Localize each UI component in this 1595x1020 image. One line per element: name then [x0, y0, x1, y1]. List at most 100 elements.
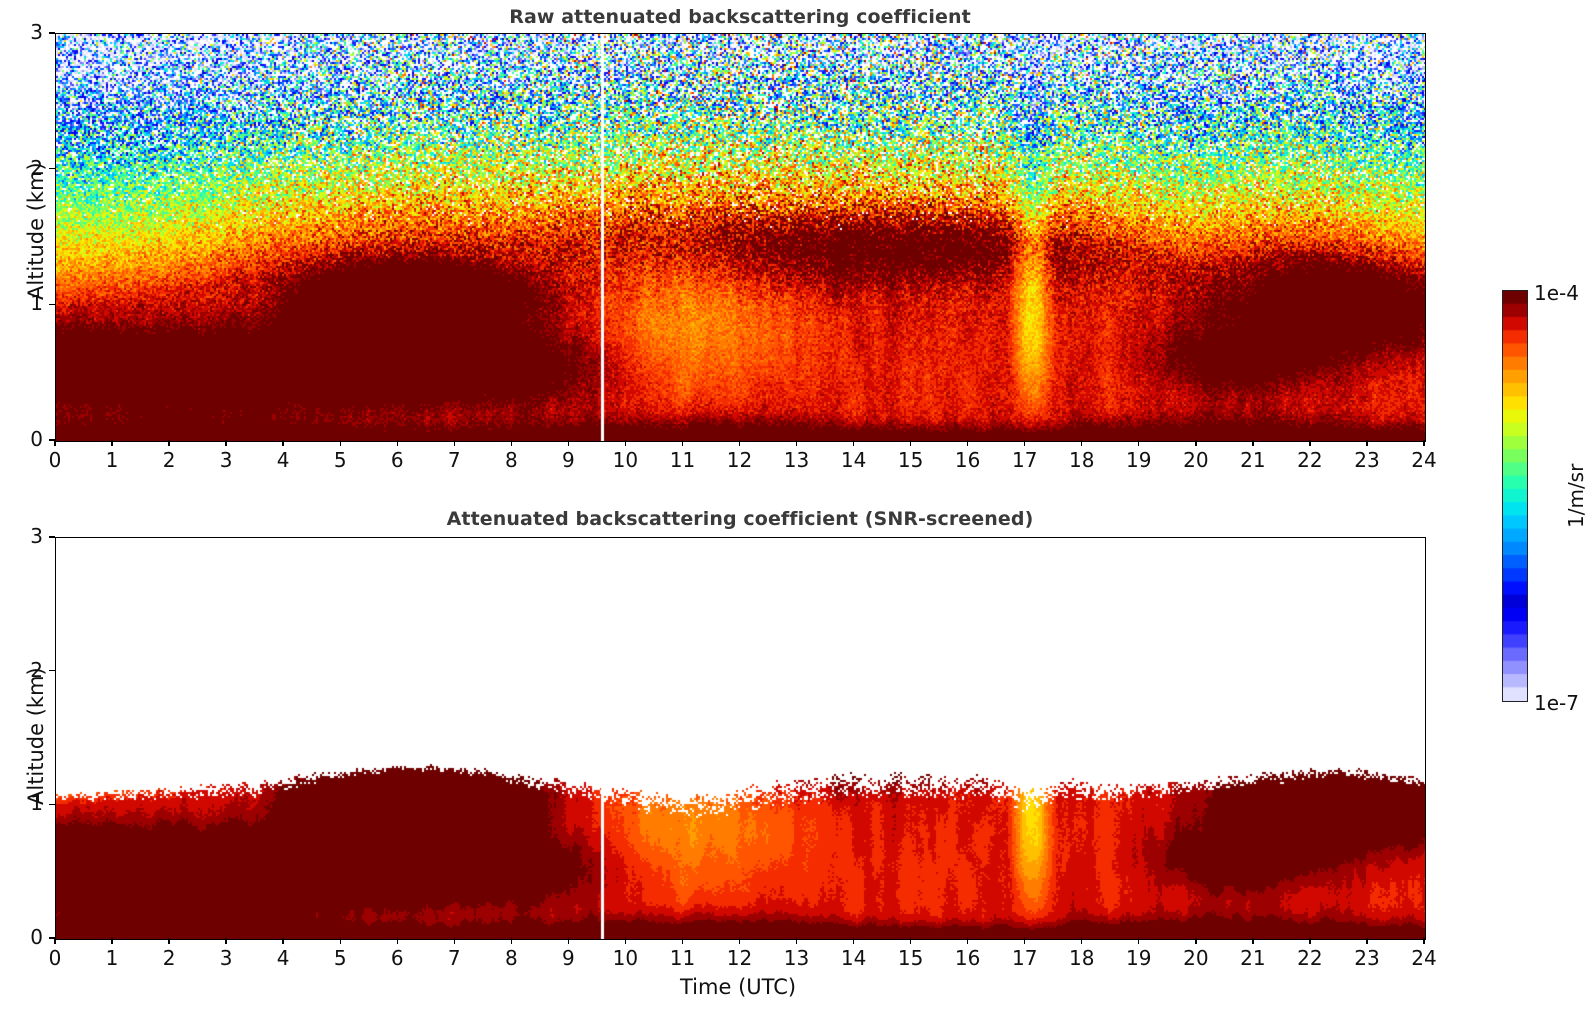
- ytick-label-raw-0: 0: [30, 427, 43, 451]
- xtick-label-screened-12: 12: [726, 946, 753, 970]
- xtick-mark-screened-9: [567, 938, 570, 944]
- xtick-label-raw-21: 21: [1240, 448, 1266, 472]
- xtick-mark-raw-5: [339, 440, 341, 446]
- xtick-mark-raw-24: [1423, 440, 1425, 446]
- xtick-mark-screened-2: [168, 938, 170, 944]
- xtick-label-raw-17: 17: [1011, 448, 1038, 472]
- xtick-mark-raw-4: [282, 440, 284, 446]
- xtick-label-raw-1: 1: [105, 448, 119, 472]
- panel-screened-heatmap-canvas[interactable]: [56, 538, 1425, 939]
- xtick-mark-raw-13: [795, 440, 798, 446]
- xtick-label-screened-2: 2: [162, 946, 176, 970]
- xtick-label-screened-7: 7: [447, 946, 461, 970]
- xtick-label-raw-22: 22: [1297, 448, 1323, 472]
- xtick-label-screened-11: 11: [669, 946, 696, 970]
- ytick-mark-raw-1: [49, 303, 55, 306]
- xtick-label-raw-23: 23: [1354, 448, 1380, 472]
- xtick-mark-raw-1: [111, 440, 113, 446]
- ytick-mark-screened-3: [49, 536, 55, 538]
- xtick-label-screened-16: 16: [954, 946, 981, 970]
- panel-raw-heatmap-canvas[interactable]: [56, 34, 1425, 441]
- xtick-label-screened-0: 0: [48, 946, 62, 970]
- xtick-label-raw-3: 3: [219, 448, 233, 472]
- ytick-label-raw-1: 1: [30, 291, 43, 316]
- xtick-mark-raw-12: [738, 440, 741, 446]
- xtick-mark-screened-1: [111, 938, 113, 944]
- xtick-mark-screened-17: [1024, 938, 1026, 944]
- xtick-label-screened-18: 18: [1069, 946, 1095, 970]
- xtick-mark-screened-4: [282, 938, 284, 944]
- xtick-label-raw-7: 7: [447, 448, 461, 472]
- xtick-label-screened-17: 17: [1011, 946, 1038, 970]
- ytick-label-raw-3: 3: [30, 20, 43, 44]
- xtick-mark-raw-8: [510, 440, 513, 446]
- xtick-label-screened-20: 20: [1183, 946, 1209, 970]
- xtick-mark-screened-5: [339, 938, 341, 944]
- xtick-mark-screened-20: [1195, 938, 1197, 944]
- xtick-label-raw-16: 16: [954, 448, 981, 472]
- ytick-label-screened-3: 3: [30, 524, 43, 548]
- xtick-label-raw-19: 19: [1126, 448, 1152, 472]
- colorbar-min-label: 1e-7: [1534, 691, 1579, 715]
- xtick-mark-screened-24: [1423, 938, 1425, 944]
- xtick-label-screened-6: 6: [390, 946, 404, 970]
- xtick-mark-raw-16: [966, 440, 969, 446]
- xtick-mark-raw-0: [54, 440, 56, 446]
- xtick-mark-screened-16: [966, 938, 969, 944]
- xtick-mark-screened-22: [1309, 938, 1311, 944]
- xtick-mark-screened-13: [795, 938, 798, 944]
- xtick-label-raw-18: 18: [1069, 448, 1095, 472]
- ytick-label-screened-0: 0: [30, 925, 43, 949]
- xtick-label-raw-5: 5: [333, 448, 347, 472]
- panel-screened-title: Attenuated backscattering coefficient (S…: [446, 508, 1034, 530]
- xtick-mark-screened-18: [1081, 938, 1083, 944]
- xtick-label-raw-24: 24: [1411, 448, 1437, 472]
- xtick-label-screened-13: 13: [783, 946, 810, 970]
- xtick-label-screened-24: 24: [1411, 946, 1437, 970]
- panel-raw-title: Raw attenuated backscattering coefficien…: [509, 6, 971, 28]
- xtick-mark-screened-12: [738, 938, 741, 944]
- xtick-label-raw-6: 6: [390, 448, 404, 472]
- xtick-mark-raw-9: [567, 440, 570, 446]
- xtick-label-screened-8: 8: [504, 946, 518, 970]
- colorbar-title: 1/m/sr: [1564, 463, 1588, 528]
- panel-raw-plot-area[interactable]: [55, 33, 1426, 442]
- xtick-label-raw-12: 12: [726, 448, 753, 472]
- xtick-mark-screened-11: [681, 938, 684, 944]
- xtick-mark-raw-11: [681, 440, 684, 446]
- xtick-label-raw-13: 13: [783, 448, 810, 472]
- xtick-mark-raw-21: [1252, 440, 1254, 446]
- xtick-mark-raw-20: [1195, 440, 1197, 446]
- xtick-mark-raw-3: [225, 440, 227, 446]
- ytick-label-screened-1: 1: [30, 791, 43, 816]
- ytick-label-screened-2: 2: [30, 657, 43, 682]
- xtick-mark-screened-10: [624, 938, 627, 944]
- xtick-label-raw-4: 4: [276, 448, 290, 472]
- xtick-mark-screened-21: [1252, 938, 1254, 944]
- xtick-label-screened-23: 23: [1354, 946, 1380, 970]
- colorbar-max-label: 1e-4: [1534, 281, 1579, 305]
- xtick-label-screened-14: 14: [840, 946, 867, 970]
- x-axis-label: Time (UTC): [680, 975, 797, 999]
- xtick-mark-screened-14: [852, 938, 855, 944]
- xtick-mark-raw-19: [1138, 440, 1140, 446]
- panel-raw-ylabel: Altitude (km): [24, 162, 48, 300]
- xtick-label-screened-3: 3: [219, 946, 233, 970]
- xtick-mark-raw-7: [453, 440, 455, 446]
- xtick-mark-screened-0: [54, 938, 56, 944]
- xtick-mark-screened-3: [225, 938, 227, 944]
- ytick-mark-screened-1: [49, 803, 55, 806]
- ytick-mark-raw-0: [49, 439, 55, 441]
- xtick-label-raw-10: 10: [612, 448, 639, 472]
- xtick-mark-raw-17: [1024, 440, 1026, 446]
- xtick-label-raw-8: 8: [504, 448, 518, 472]
- xtick-label-raw-9: 9: [562, 448, 575, 472]
- xtick-label-screened-22: 22: [1297, 946, 1323, 970]
- panel-screened-plot-area[interactable]: [55, 537, 1426, 940]
- xtick-mark-screened-7: [453, 938, 455, 944]
- xtick-mark-screened-15: [909, 938, 912, 944]
- xtick-label-screened-15: 15: [897, 946, 924, 970]
- colorbar-gradient[interactable]: [1502, 290, 1528, 702]
- xtick-label-screened-19: 19: [1126, 946, 1152, 970]
- xtick-label-raw-2: 2: [162, 448, 176, 472]
